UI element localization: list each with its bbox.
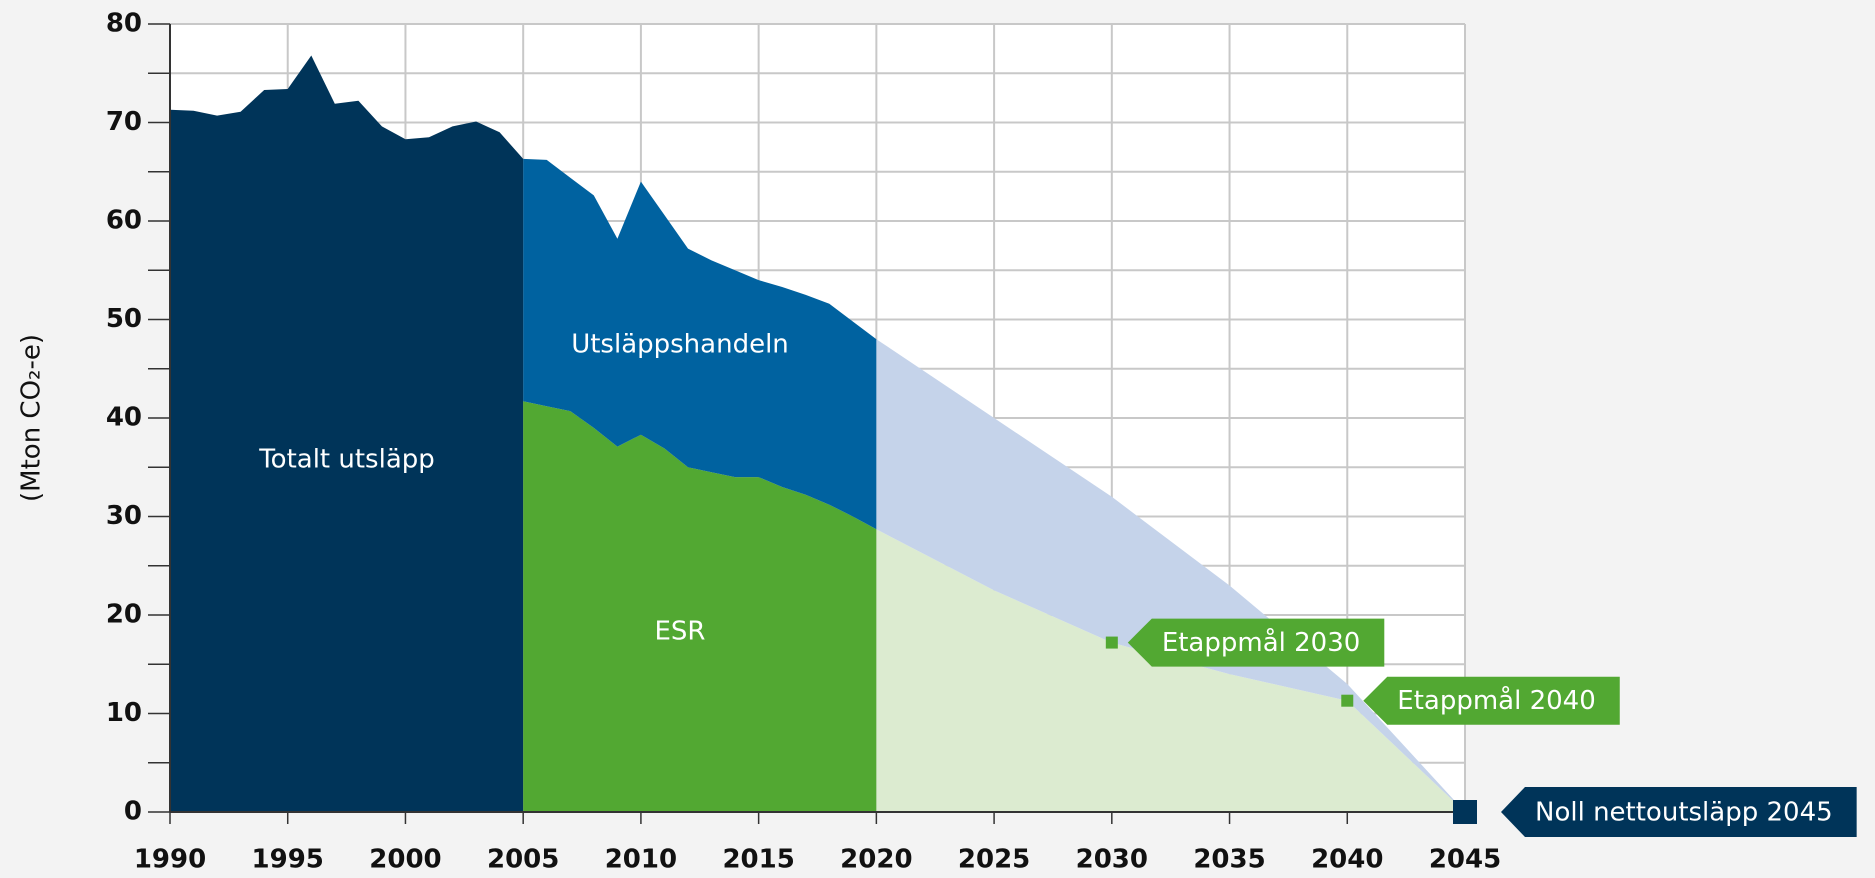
x-tick-label: 2005 [487, 845, 559, 875]
area [876, 529, 1465, 812]
callout-tag [1363, 676, 1620, 725]
y-tick-label: 20 [106, 600, 142, 630]
x-tick-label: 2035 [1193, 845, 1265, 875]
milestone-marker [1105, 636, 1118, 649]
area [170, 55, 524, 812]
x-tick-label: 2040 [1311, 845, 1383, 875]
y-tick-label: 40 [106, 403, 142, 433]
y-tick-label: 30 [106, 501, 142, 531]
area-label: Utsläppshandeln [571, 330, 789, 360]
area-label: Totalt utsläpp [258, 445, 435, 475]
y-tick-label: 0 [124, 797, 142, 827]
area-label: ESR [655, 617, 706, 647]
x-tick-label: 2030 [1076, 845, 1148, 875]
area [523, 158, 877, 530]
x-tick-label: 2020 [840, 845, 912, 875]
milestone-marker [1341, 694, 1354, 707]
area [523, 401, 877, 812]
x-tick-label: 2045 [1429, 845, 1501, 875]
callout-label: Noll nettoutsläpp 2045 [1535, 798, 1833, 828]
callout-label: Etappmål 2040 [1397, 685, 1595, 716]
x-tick-label: 2025 [958, 845, 1030, 875]
x-tick-label: 1995 [252, 845, 324, 875]
y-tick-label: 70 [106, 107, 142, 137]
y-tick-label: 60 [106, 206, 142, 236]
y-tick-label: 10 [106, 698, 142, 728]
callout-tag [1127, 618, 1385, 667]
milestone-marker [1453, 800, 1477, 824]
x-tick-label: 2015 [722, 845, 794, 875]
y-tick-label: 50 [106, 304, 142, 334]
x-tick-label: 2010 [605, 845, 677, 875]
x-tick-label: 2000 [369, 845, 441, 875]
x-tick-label: 1990 [134, 845, 206, 875]
area [876, 339, 1465, 812]
callout-tag [1501, 787, 1857, 837]
y-axis-label: (Mton CO₂-e) [17, 334, 47, 502]
y-tick-label: 80 [106, 9, 142, 39]
callout-label: Etappmål 2030 [1162, 627, 1360, 658]
